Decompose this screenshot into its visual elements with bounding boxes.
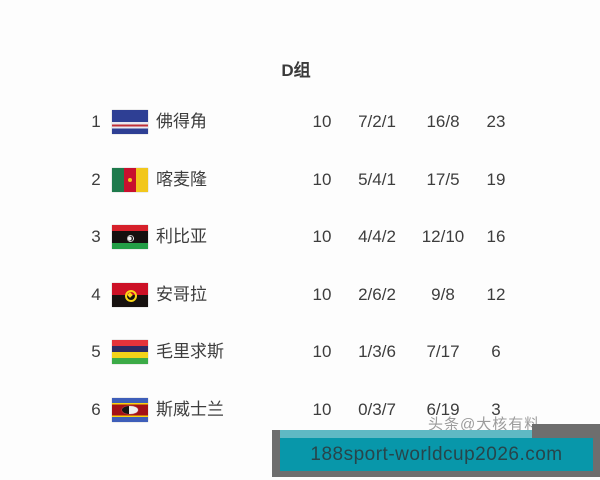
- eswatini-flag-icon: [112, 398, 148, 422]
- cameroon-flag-icon: [112, 168, 148, 192]
- team-name: 喀麦隆: [156, 170, 207, 189]
- points-cell: 12: [486, 285, 506, 304]
- goals-cell: 7/17: [426, 342, 460, 361]
- team-name: 佛得角: [156, 112, 207, 131]
- win-draw-loss-cell: 0/3/7: [358, 400, 396, 419]
- team-name: 毛里求斯: [156, 342, 224, 361]
- team-name: 安哥拉: [156, 285, 207, 304]
- cape-verde-flag-icon: [112, 110, 148, 134]
- goals-cell: 16/8: [426, 112, 460, 131]
- played-cell: 10: [312, 342, 332, 361]
- website-banner: 188sport-worldcup2026.com: [280, 438, 593, 471]
- played-cell: 10: [312, 170, 332, 189]
- points-cell: 3: [491, 400, 501, 419]
- table-row[interactable]: 4 安哥拉 10 2/6/2 9/8 12: [0, 280, 600, 310]
- goals-cell: 17/5: [426, 170, 460, 189]
- points-cell: 23: [486, 112, 506, 131]
- rank-cell: 2: [91, 170, 101, 189]
- played-cell: 10: [312, 285, 332, 304]
- table-row[interactable]: 3 利比亚 10 4/4/2 12/10 16: [0, 222, 600, 252]
- points-cell: 16: [486, 227, 506, 246]
- rank-cell: 1: [91, 112, 101, 131]
- points-cell: 6: [491, 342, 501, 361]
- toutiao-watermark: 头条@大核有料: [428, 416, 541, 433]
- banner-shadow-top: [532, 424, 600, 435]
- group-title: D组: [281, 61, 311, 80]
- played-cell: 10: [312, 112, 332, 131]
- rank-cell: 3: [91, 227, 101, 246]
- goals-cell: 12/10: [421, 227, 465, 246]
- points-cell: 19: [486, 170, 506, 189]
- goals-cell: 6/19: [426, 400, 460, 419]
- team-name: 利比亚: [156, 227, 207, 246]
- angola-flag-icon: [112, 283, 148, 307]
- played-cell: 10: [312, 400, 332, 419]
- win-draw-loss-cell: 1/3/6: [358, 342, 396, 361]
- win-draw-loss-cell: 4/4/2: [358, 227, 396, 246]
- team-name: 斯威士兰: [156, 400, 224, 419]
- rank-cell: 6: [91, 400, 101, 419]
- win-draw-loss-cell: 7/2/1: [358, 112, 396, 131]
- banner-highlight: [280, 430, 532, 439]
- table-row[interactable]: 5 毛里求斯 10 1/3/6 7/17 6: [0, 337, 600, 367]
- win-draw-loss-cell: 2/6/2: [358, 285, 396, 304]
- played-cell: 10: [312, 227, 332, 246]
- win-draw-loss-cell: 5/4/1: [358, 170, 396, 189]
- table-row[interactable]: 2 喀麦隆 10 5/4/1 17/5 19: [0, 165, 600, 195]
- libya-flag-icon: [112, 225, 148, 249]
- rank-cell: 5: [91, 342, 101, 361]
- table-row[interactable]: 6 斯威士兰 10 0/3/7 6/19 3: [0, 395, 600, 425]
- goals-cell: 9/8: [431, 285, 455, 304]
- rank-cell: 4: [91, 285, 101, 304]
- table-row[interactable]: 1 佛得角 10 7/2/1 16/8 23: [0, 107, 600, 137]
- mauritius-flag-icon: [112, 340, 148, 364]
